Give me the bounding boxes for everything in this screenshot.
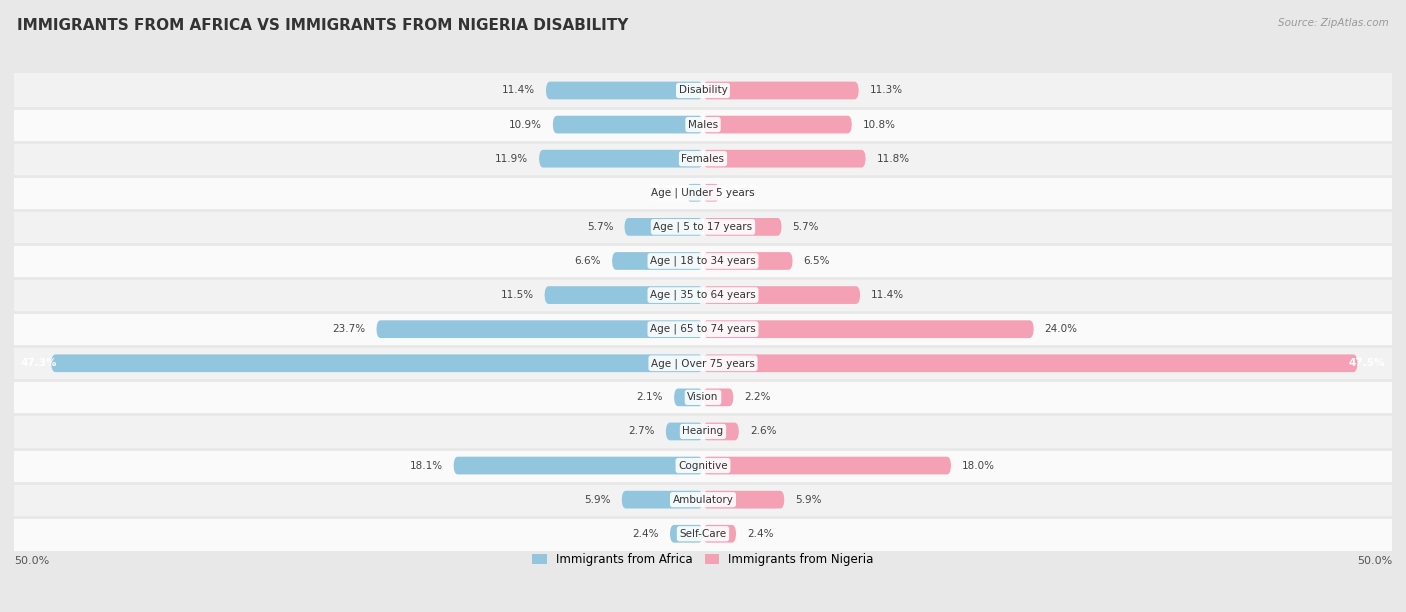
FancyBboxPatch shape <box>666 423 703 440</box>
FancyBboxPatch shape <box>51 354 703 372</box>
Text: 2.6%: 2.6% <box>749 427 776 436</box>
Text: Hearing: Hearing <box>682 427 724 436</box>
Bar <box>14 141 1392 176</box>
Bar <box>14 176 1392 210</box>
FancyBboxPatch shape <box>377 320 703 338</box>
Text: 10.9%: 10.9% <box>509 119 541 130</box>
Text: 2.4%: 2.4% <box>747 529 773 539</box>
FancyBboxPatch shape <box>703 252 793 270</box>
Text: Males: Males <box>688 119 718 130</box>
Bar <box>14 346 1392 380</box>
Text: 5.7%: 5.7% <box>586 222 613 232</box>
Text: 47.5%: 47.5% <box>1348 358 1385 368</box>
FancyBboxPatch shape <box>686 184 703 201</box>
Text: 18.0%: 18.0% <box>962 461 995 471</box>
Text: 18.1%: 18.1% <box>409 461 443 471</box>
Text: 2.1%: 2.1% <box>637 392 664 402</box>
FancyBboxPatch shape <box>703 150 866 168</box>
Text: 11.8%: 11.8% <box>876 154 910 163</box>
Text: Age | 65 to 74 years: Age | 65 to 74 years <box>650 324 756 334</box>
Text: Source: ZipAtlas.com: Source: ZipAtlas.com <box>1278 18 1389 28</box>
Text: 11.4%: 11.4% <box>502 86 534 95</box>
Text: 1.2%: 1.2% <box>731 188 756 198</box>
Text: 5.7%: 5.7% <box>793 222 820 232</box>
Text: 23.7%: 23.7% <box>332 324 366 334</box>
Text: 5.9%: 5.9% <box>796 494 823 505</box>
FancyBboxPatch shape <box>703 218 782 236</box>
Text: 6.5%: 6.5% <box>804 256 830 266</box>
Text: Age | 5 to 17 years: Age | 5 to 17 years <box>654 222 752 232</box>
Bar <box>14 414 1392 449</box>
Text: 11.9%: 11.9% <box>495 154 529 163</box>
Text: Disability: Disability <box>679 86 727 95</box>
Text: 47.3%: 47.3% <box>21 358 58 368</box>
FancyBboxPatch shape <box>703 286 860 304</box>
Text: IMMIGRANTS FROM AFRICA VS IMMIGRANTS FROM NIGERIA DISABILITY: IMMIGRANTS FROM AFRICA VS IMMIGRANTS FRO… <box>17 18 628 34</box>
FancyBboxPatch shape <box>703 81 859 99</box>
Bar <box>14 517 1392 551</box>
Text: Ambulatory: Ambulatory <box>672 494 734 505</box>
Text: 24.0%: 24.0% <box>1045 324 1078 334</box>
FancyBboxPatch shape <box>703 389 734 406</box>
Text: Females: Females <box>682 154 724 163</box>
FancyBboxPatch shape <box>703 184 720 201</box>
Text: 11.4%: 11.4% <box>872 290 904 300</box>
Text: 2.2%: 2.2% <box>744 392 770 402</box>
FancyBboxPatch shape <box>624 218 703 236</box>
Text: 10.8%: 10.8% <box>863 119 896 130</box>
FancyBboxPatch shape <box>538 150 703 168</box>
Bar <box>14 73 1392 108</box>
FancyBboxPatch shape <box>546 81 703 99</box>
Text: Cognitive: Cognitive <box>678 461 728 471</box>
FancyBboxPatch shape <box>544 286 703 304</box>
Text: Vision: Vision <box>688 392 718 402</box>
Text: Age | 35 to 64 years: Age | 35 to 64 years <box>650 290 756 300</box>
Text: 11.3%: 11.3% <box>870 86 903 95</box>
Bar <box>14 380 1392 414</box>
Bar <box>14 108 1392 141</box>
Text: 50.0%: 50.0% <box>14 556 49 566</box>
Bar <box>14 449 1392 483</box>
Legend: Immigrants from Africa, Immigrants from Nigeria: Immigrants from Africa, Immigrants from … <box>527 549 879 571</box>
FancyBboxPatch shape <box>703 423 738 440</box>
Text: 11.5%: 11.5% <box>501 290 533 300</box>
FancyBboxPatch shape <box>612 252 703 270</box>
Text: Age | Over 75 years: Age | Over 75 years <box>651 358 755 368</box>
Text: 6.6%: 6.6% <box>575 256 600 266</box>
Text: Age | Under 5 years: Age | Under 5 years <box>651 187 755 198</box>
Text: 2.7%: 2.7% <box>628 427 655 436</box>
FancyBboxPatch shape <box>553 116 703 133</box>
Bar <box>14 210 1392 244</box>
FancyBboxPatch shape <box>621 491 703 509</box>
FancyBboxPatch shape <box>703 116 852 133</box>
Bar <box>14 312 1392 346</box>
Text: 50.0%: 50.0% <box>1357 556 1392 566</box>
FancyBboxPatch shape <box>703 491 785 509</box>
FancyBboxPatch shape <box>703 525 737 543</box>
Text: 5.9%: 5.9% <box>583 494 610 505</box>
Text: 2.4%: 2.4% <box>633 529 659 539</box>
FancyBboxPatch shape <box>454 457 703 474</box>
FancyBboxPatch shape <box>703 354 1358 372</box>
Text: Age | 18 to 34 years: Age | 18 to 34 years <box>650 256 756 266</box>
FancyBboxPatch shape <box>673 389 703 406</box>
Text: Self-Care: Self-Care <box>679 529 727 539</box>
Bar <box>14 244 1392 278</box>
Bar <box>14 278 1392 312</box>
Text: 1.2%: 1.2% <box>650 188 675 198</box>
Bar <box>14 483 1392 517</box>
FancyBboxPatch shape <box>703 457 950 474</box>
FancyBboxPatch shape <box>669 525 703 543</box>
FancyBboxPatch shape <box>703 320 1033 338</box>
